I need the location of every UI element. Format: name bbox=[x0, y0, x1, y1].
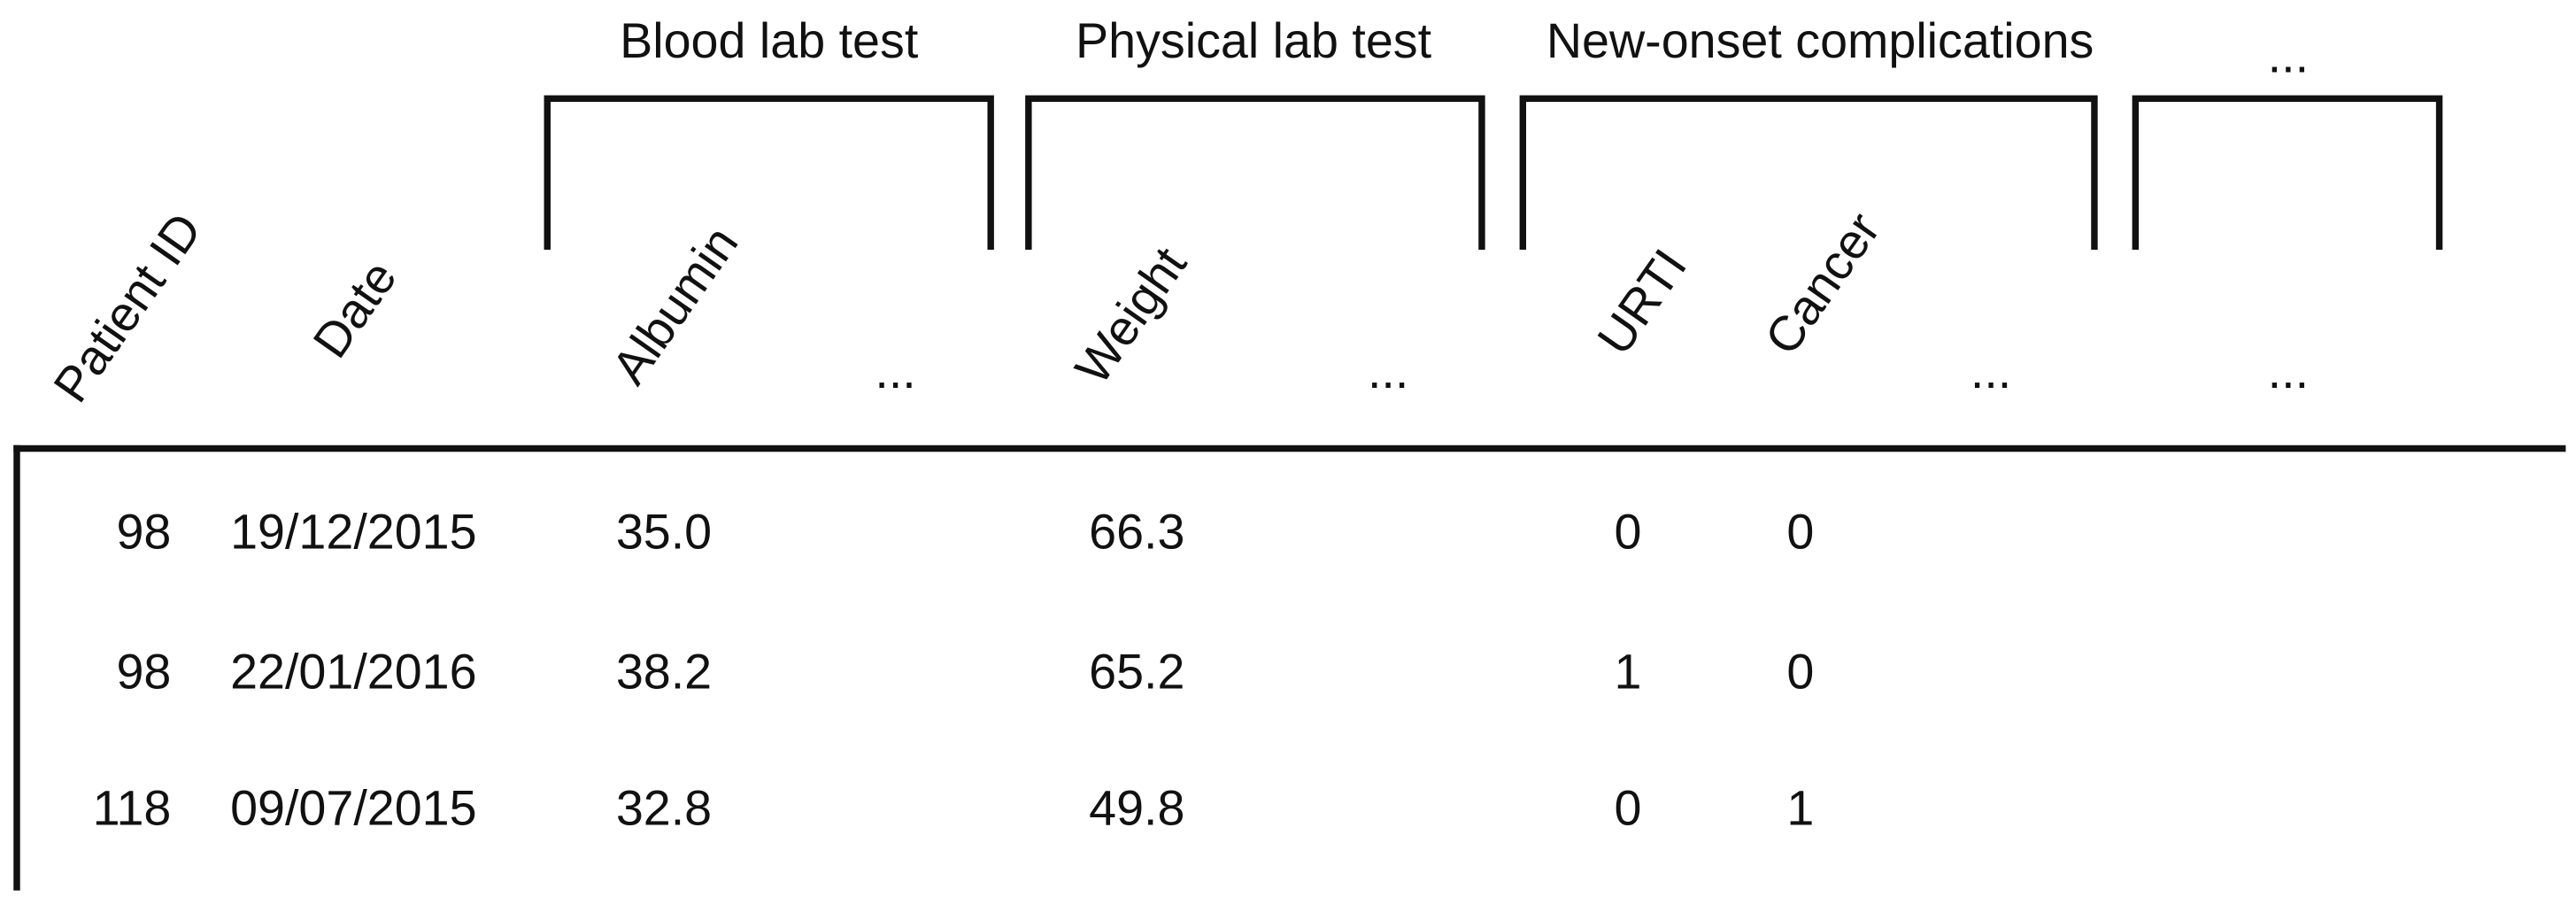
cell: 35.0 bbox=[616, 505, 712, 560]
group-label: ... bbox=[2268, 28, 2309, 83]
cell: 1 bbox=[1786, 780, 1814, 835]
cell: 66.3 bbox=[1089, 505, 1184, 560]
group-bracket bbox=[1519, 95, 2098, 251]
cell: 98 bbox=[116, 505, 171, 560]
column-header: ... bbox=[1368, 344, 1408, 398]
cell: 38.2 bbox=[616, 644, 712, 699]
cell: 19/12/2015 bbox=[230, 505, 476, 560]
column-header: ... bbox=[2268, 344, 2309, 398]
column-header: URTI bbox=[1587, 239, 1698, 364]
column-header: Albumin bbox=[601, 216, 748, 393]
cell: 0 bbox=[1786, 505, 1814, 560]
column-header: ... bbox=[875, 344, 915, 398]
cell: 32.8 bbox=[616, 780, 712, 835]
cell: 09/07/2015 bbox=[230, 780, 476, 835]
group-label: New-onset complications bbox=[1546, 13, 2094, 68]
group-label: Blood lab test bbox=[620, 13, 919, 68]
group-bracket bbox=[1025, 95, 1485, 251]
group-bracket bbox=[2132, 95, 2443, 251]
cell: 1 bbox=[1615, 644, 1642, 699]
cell: 98 bbox=[116, 644, 171, 699]
column-header: ... bbox=[1971, 344, 2011, 398]
column-header: Patient ID bbox=[43, 203, 212, 412]
cell: 65.2 bbox=[1089, 644, 1184, 699]
group-label: Physical lab test bbox=[1076, 13, 1432, 68]
cell: 0 bbox=[1615, 780, 1642, 835]
cell: 0 bbox=[1615, 505, 1642, 560]
group-bracket bbox=[544, 95, 994, 251]
cell: 49.8 bbox=[1089, 780, 1184, 835]
cell: 0 bbox=[1786, 644, 1814, 699]
cell: 118 bbox=[93, 780, 172, 835]
column-header: Cancer bbox=[1755, 203, 1891, 364]
column-header: Date bbox=[303, 251, 407, 367]
column-header: Weight bbox=[1065, 237, 1198, 394]
cell: 22/01/2016 bbox=[230, 644, 476, 699]
